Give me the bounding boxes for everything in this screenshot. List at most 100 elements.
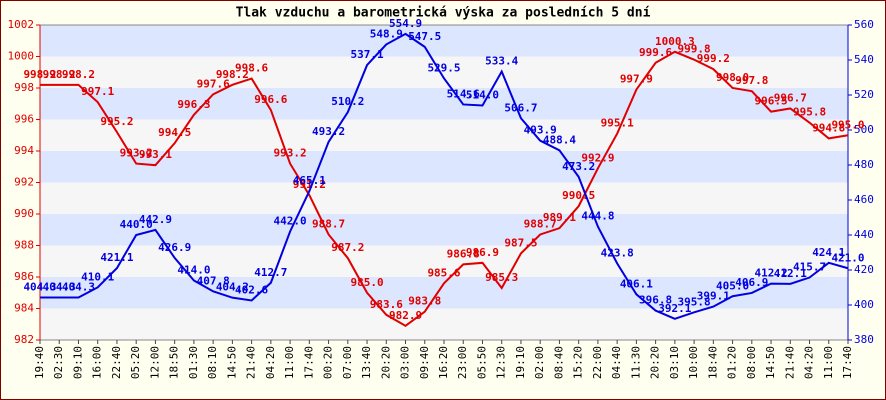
data-label: 995.1 [601, 117, 634, 130]
data-label: 533.4 [485, 55, 518, 68]
grid-band [40, 56, 848, 88]
y2-tick-label: 460 [854, 193, 874, 206]
y2-tick-label: 520 [854, 88, 874, 101]
y-tick-label: 1002 [8, 18, 35, 31]
data-label: 998.2 [43, 68, 76, 81]
data-label: 996.5 [754, 95, 787, 108]
data-label: 987.5 [504, 236, 537, 249]
x-tick-label: 18:50 [168, 346, 181, 379]
y-tick-label: 982 [14, 333, 34, 346]
series-line [40, 50, 849, 328]
y-tick-label: 996 [14, 113, 34, 126]
data-label: 529.5 [427, 61, 460, 74]
data-label: 440.0 [120, 218, 153, 231]
data-label: 997.6 [197, 77, 230, 90]
data-label: 989.1 [543, 211, 576, 224]
data-label: 985.0 [350, 276, 383, 289]
grid-band [40, 88, 848, 120]
data-label: 514.6 [447, 87, 480, 100]
x-tick-label: 20:20 [649, 346, 662, 379]
data-label: 404.3 [43, 280, 76, 293]
x-tick-label: 05:20 [129, 346, 142, 379]
grid-band [40, 214, 848, 246]
y-tick-label: 984 [14, 302, 34, 315]
x-tick-label: 09:10 [71, 346, 84, 379]
x-tick-label: 11:00 [822, 346, 835, 379]
data-label: 994.5 [158, 126, 191, 139]
data-label: 404.2 [216, 281, 249, 294]
data-label: 493.2 [312, 125, 345, 138]
x-tick-label: 04:40 [610, 346, 623, 379]
series-line [40, 32, 849, 320]
x-tick-label: 17:40 [302, 346, 315, 379]
data-label: 993.2 [120, 147, 153, 160]
data-label: 493.9 [524, 124, 557, 137]
data-label: 983.8 [408, 295, 441, 308]
grid-band [40, 25, 848, 57]
data-label: 473.2 [562, 160, 595, 173]
x-tick-label: 02:30 [52, 346, 65, 379]
y-tick-label: 992 [14, 176, 34, 189]
x-tick-label: 10:00 [687, 346, 700, 379]
y2-tick-label: 540 [854, 53, 874, 66]
x-tick-label: 22:00 [591, 346, 604, 379]
data-label: 407.8 [197, 274, 230, 287]
data-label: 414.0 [177, 264, 210, 277]
data-label: 990.5 [562, 189, 595, 202]
data-label: 995.8 [793, 106, 826, 119]
data-label: 444.8 [581, 210, 614, 223]
x-tick-label: 12:30 [495, 346, 508, 379]
data-label: 997.9 [620, 73, 653, 86]
data-label: 423.8 [601, 246, 634, 259]
data-label: 993.2 [274, 147, 307, 160]
data-label: 405.0 [716, 279, 749, 292]
data-label: 506.7 [504, 101, 537, 114]
data-label: 426.9 [158, 241, 191, 254]
data-label: 996.7 [774, 91, 807, 104]
data-label: 999.8 [678, 43, 711, 56]
data-label: 412.7 [254, 266, 287, 279]
data-label: 996.3 [177, 98, 210, 111]
grid-band [40, 119, 848, 151]
x-tick-label: 16:20 [437, 346, 450, 379]
x-tick-label: 09:40 [418, 346, 431, 379]
y2-tick-label: 560 [854, 18, 874, 31]
x-tick-label: 18:40 [706, 346, 719, 379]
x-tick-label: 00:20 [322, 346, 335, 379]
data-label: 410.1 [81, 270, 114, 283]
data-label: 514.0 [466, 89, 499, 102]
y-tick-label: 988 [14, 239, 34, 252]
data-label: 997.8 [735, 74, 768, 87]
data-label: 465.1 [293, 174, 326, 187]
y-tick-label: 990 [14, 207, 34, 220]
x-tick-label: 11:00 [283, 346, 296, 379]
data-label: 404.3 [62, 280, 95, 293]
data-label: 991.2 [293, 178, 326, 191]
x-tick-label: 23:00 [456, 346, 469, 379]
data-label: 986.8 [447, 247, 480, 260]
x-tick-label: 03:00 [399, 346, 412, 379]
data-label: 547.5 [408, 30, 441, 43]
data-label: 406.1 [620, 277, 653, 290]
x-tick-label: 19:10 [514, 346, 527, 379]
x-tick-label: 16:00 [91, 346, 104, 379]
data-label: 998.2 [62, 68, 95, 81]
data-label: 983.6 [370, 298, 403, 311]
x-tick-label: 03:10 [668, 346, 681, 379]
data-label: 510.2 [331, 95, 364, 108]
y-tick-label: 986 [14, 270, 34, 283]
x-tick-label: 04:20 [264, 346, 277, 379]
data-label: 992.9 [581, 151, 614, 164]
x-tick-label: 05:50 [475, 346, 488, 379]
data-label: 442.0 [274, 215, 307, 228]
data-label: 997.1 [81, 85, 114, 98]
x-tick-label: 14:50 [764, 346, 777, 379]
x-tick-label: 21:40 [245, 346, 258, 379]
x-tick-label: 08:00 [745, 346, 758, 379]
data-label: 421.0 [831, 251, 864, 264]
x-tick-label: 01:30 [187, 346, 200, 379]
data-label: 442.9 [139, 213, 172, 226]
grid-band [40, 182, 848, 214]
x-tick-label: 08:40 [552, 346, 565, 379]
